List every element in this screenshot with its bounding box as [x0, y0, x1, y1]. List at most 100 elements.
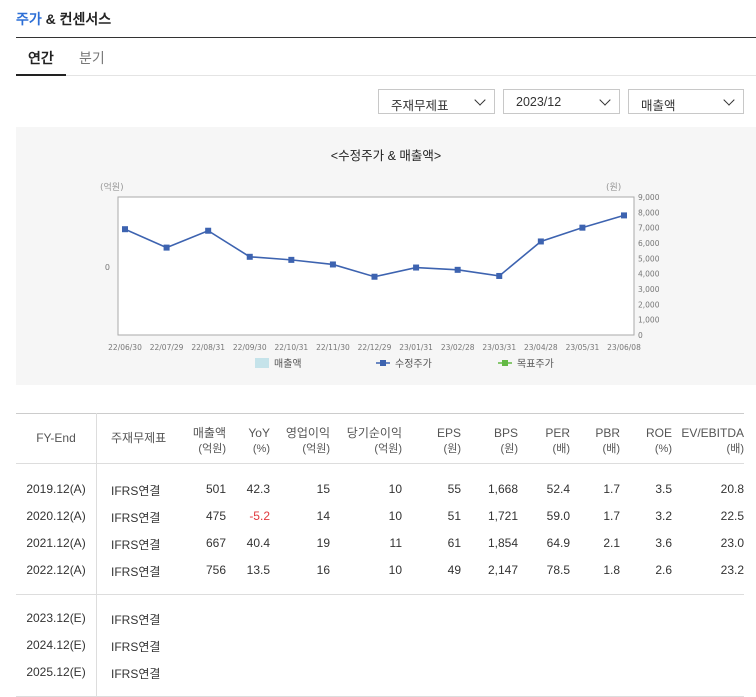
value-cell: 15	[316, 482, 330, 496]
x-axis-tick: 23/04/28	[524, 343, 558, 352]
header-cell: 당기순이익	[346, 426, 402, 440]
period-select[interactable]: 2023/12	[503, 89, 620, 114]
fy-end-cell: 2023.12(E)	[26, 611, 86, 625]
price-point[interactable]	[454, 266, 461, 273]
x-axis-tick: 22/12/29	[358, 343, 392, 352]
value-cell: 10	[388, 509, 402, 523]
x-axis-tick: 22/11/30	[316, 343, 350, 352]
value-cell: 23.0	[720, 536, 744, 550]
x-axis-tick: 23/01/31	[399, 343, 433, 352]
chevron-down-icon	[723, 94, 735, 106]
value-cell: 756	[205, 563, 226, 577]
header-statement: 주재무제표	[111, 431, 167, 445]
header-unit: (배)	[726, 443, 744, 455]
right-axis-tick: 3,000	[638, 285, 660, 294]
price-point[interactable]	[246, 253, 253, 260]
value-cell: 52.4	[546, 482, 570, 496]
price-point[interactable]	[413, 264, 420, 271]
left-axis-unit: (억원)	[100, 181, 124, 193]
x-axis-tick: 22/07/29	[150, 343, 184, 352]
value-cell: 42.3	[246, 482, 270, 496]
header-cell: EPS	[436, 426, 461, 440]
price-point[interactable]	[288, 256, 295, 263]
x-axis-tick: 23/03/31	[482, 343, 516, 352]
header-unit: (원)	[500, 443, 518, 455]
value-cell: 23.2	[720, 563, 744, 577]
price-point[interactable]	[122, 226, 128, 233]
statement-select[interactable]: 주재무제표	[378, 89, 495, 114]
statement-cell: IFRS연결	[111, 511, 161, 525]
tab-annual[interactable]: 연간	[28, 50, 54, 66]
value-cell: 3.2	[655, 509, 672, 523]
value-cell: -5.2	[249, 509, 270, 523]
price-point[interactable]	[537, 238, 544, 245]
x-axis-tick: 22/09/30	[233, 343, 267, 352]
fy-end-cell: 2024.12(E)	[26, 638, 86, 652]
x-axis-tick: 22/08/31	[191, 343, 225, 352]
header-unit: (%)	[654, 443, 672, 455]
price-point[interactable]	[371, 273, 378, 280]
header-cell: 매출액	[192, 426, 226, 440]
header-cell: PER	[545, 426, 570, 440]
x-axis-tick: 22/06/30	[108, 343, 142, 352]
legend-target-marker	[502, 360, 508, 366]
chart-panel: <수정주가 & 매출액> (억원) (원) 0 9,000 8,000 7,000 6…	[16, 127, 756, 385]
value-cell: 20.8	[720, 482, 744, 496]
price-point[interactable]	[579, 224, 586, 231]
price-point[interactable]	[163, 244, 170, 251]
value-cell: 10	[388, 563, 402, 577]
right-axis-tick: 2,000	[638, 300, 660, 309]
right-axis-tick: 9,000	[638, 193, 660, 202]
value-cell: 2.6	[655, 563, 672, 577]
metric-select[interactable]: 매출액	[628, 89, 744, 114]
value-cell: 1,721	[487, 509, 518, 523]
header-cell: PBR	[595, 426, 620, 440]
value-cell: 2,147	[487, 563, 518, 577]
value-cell: 10	[388, 482, 402, 496]
right-axis-tick: 0	[638, 331, 643, 340]
value-cell: 16	[316, 563, 330, 577]
legend-target-label: 목표주가	[517, 358, 554, 370]
legend-revenue-label: 매출액	[274, 358, 302, 370]
header-unit: (억원)	[374, 443, 402, 455]
value-cell: 22.5	[720, 509, 744, 523]
tab-quarterly[interactable]: 분기	[79, 50, 105, 66]
value-cell: 501	[205, 482, 226, 496]
plot-area	[117, 196, 635, 336]
fy-end-cell: 2022.12(A)	[26, 563, 86, 577]
period-select-value: 2023/12	[516, 95, 562, 109]
fy-end-cell: 2025.12(E)	[26, 665, 86, 679]
chart-title: <수정주가 & 매출액>	[330, 149, 442, 163]
header-cell: ROE	[645, 426, 672, 440]
header-unit: (억원)	[198, 443, 226, 455]
x-axis-tick: 22/10/31	[274, 343, 308, 352]
right-axis-tick: 4,000	[638, 270, 660, 279]
header-fy-end: FY-End	[36, 431, 76, 445]
section-title: 주가 & 컨센서스	[16, 9, 111, 29]
value-cell: 1.8	[603, 563, 620, 577]
value-cell: 51	[447, 509, 461, 523]
header-unit: (원)	[443, 443, 461, 455]
value-cell: 19	[316, 536, 330, 550]
price-point[interactable]	[496, 272, 503, 279]
legend-price-marker	[380, 360, 386, 366]
statement-cell: IFRS연결	[111, 667, 161, 681]
table-header-row: FY-End 주재무제표	[16, 413, 744, 464]
legend-revenue-swatch	[255, 358, 269, 368]
fy-end-cell: 2019.12(A)	[26, 482, 86, 496]
x-axis-tick: 23/06/08	[607, 343, 641, 352]
statement-cell: IFRS연결	[111, 565, 161, 579]
title-accent: 주가	[16, 11, 42, 27]
value-cell: 1.7	[603, 482, 620, 496]
price-point[interactable]	[329, 261, 336, 268]
header-cell: BPS	[493, 426, 518, 440]
x-axis-tick: 23/05/31	[566, 343, 600, 352]
active-tab-indicator	[16, 74, 66, 76]
statement-cell: IFRS연결	[111, 640, 161, 654]
header-unit: (배)	[552, 443, 570, 455]
price-point[interactable]	[205, 227, 212, 234]
price-point[interactable]	[621, 212, 627, 219]
right-axis-tick: 1,000	[638, 316, 660, 325]
value-cell: 475	[205, 509, 226, 523]
header-cell: EV/EBITDA	[681, 426, 744, 440]
